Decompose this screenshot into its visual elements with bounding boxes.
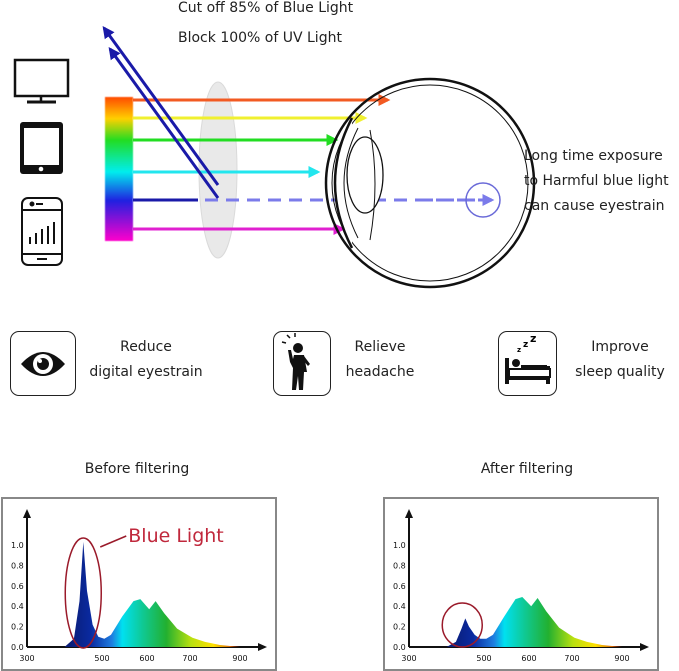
benefit-1-line2: digital eyestrain: [89, 364, 203, 380]
annotation-leader: [99, 535, 127, 548]
x-tick-label: 900: [232, 654, 247, 663]
spectrum-chart-svg: 0.0 0.2 0.4 0.6 0.8 1.0 300 500 600 700 900 Blue Li…: [11, 509, 267, 663]
spectrum-area: [446, 597, 622, 647]
y-tick-label: 0.2: [393, 623, 406, 632]
light-path-diagram: [13, 26, 536, 289]
y-tick-label: 0.8: [11, 561, 24, 570]
y-tick-label: 0.0: [393, 643, 406, 652]
y-tick-label: 1.0: [393, 541, 406, 550]
x-tick-label: 700: [182, 654, 197, 663]
svg-text:z: z: [517, 346, 521, 354]
x-tick-label: 600: [139, 654, 154, 663]
svg-text:z: z: [530, 332, 536, 345]
smartphone-icon: [21, 197, 63, 266]
monitor-icon: [13, 58, 70, 104]
x-tick-label: 900: [614, 654, 629, 663]
blue-light-highlight: [441, 602, 483, 648]
chart-before-title: Before filtering: [84, 461, 190, 477]
y-tick-label: 0.8: [393, 561, 406, 570]
x-axis-arrow: [640, 643, 649, 651]
blue-light-highlight: [64, 537, 102, 649]
svg-text:z: z: [523, 340, 528, 350]
x-tick-label: 500: [94, 654, 109, 663]
benefit-sleep-box: z z z: [498, 331, 557, 396]
benefit-1-line1: Reduce: [120, 339, 172, 355]
eye-note-line2: to Harmful blue light: [524, 173, 669, 189]
ray-blue-reflected-1: [102, 26, 220, 186]
y-tick-label: 0.0: [11, 643, 24, 652]
benefit-eye-box: [10, 331, 76, 396]
benefit-3-line2: sleep quality: [575, 364, 665, 380]
spectrum-chart-svg: 0.0 0.2 0.4 0.6 0.8 1.0 300 500 600 700 900: [393, 509, 649, 663]
x-axis-arrow: [258, 643, 267, 651]
x-tick-label: 300: [401, 654, 416, 663]
benefit-headache-box: [273, 331, 331, 396]
benefit-2-line1: Relieve: [354, 339, 406, 355]
eyeball-illustration: [324, 77, 536, 289]
uv-light-claim: Block 100% of UV Light: [178, 30, 342, 46]
x-tick-label: 700: [564, 654, 579, 663]
y-tick-label: 0.6: [11, 582, 24, 591]
chart-before-filtering: 0.0 0.2 0.4 0.6 0.8 1.0 300 500 600 700 900 Blue Li…: [1, 497, 277, 671]
light-spectrum-source: [105, 97, 133, 241]
x-tick-label: 600: [521, 654, 536, 663]
x-tick-label: 500: [476, 654, 491, 663]
chart-after-filtering: 0.0 0.2 0.4 0.6 0.8 1.0 300 500 600 700 900: [383, 497, 659, 671]
benefit-2-line2: headache: [345, 364, 415, 380]
y-tick-label: 0.4: [11, 602, 24, 611]
sleeping-bed-icon: z z z: [505, 332, 551, 384]
spectrum-area: [64, 541, 240, 647]
retina-highlight-circle: [465, 182, 501, 218]
y-axis-arrow: [405, 509, 413, 518]
eye-note-line1: Long time exposure: [524, 148, 663, 164]
y-axis-arrow: [23, 509, 31, 518]
ray-blue-reflected-2: [108, 47, 220, 199]
eye-icon: [21, 352, 65, 376]
lens: [198, 81, 238, 259]
tablet-icon: [20, 122, 63, 174]
benefit-3-line1: Improve: [591, 339, 649, 355]
y-tick-label: 0.2: [11, 623, 24, 632]
blue-light-annotation: Blue Light: [128, 525, 224, 547]
headache-person-icon: [281, 333, 310, 390]
y-tick-label: 1.0: [11, 541, 24, 550]
blue-light-claim: Cut off 85% of Blue Light: [178, 0, 354, 16]
chart-after-title: After filtering: [480, 461, 574, 477]
eye-note-line3: can cause eyestrain: [524, 198, 665, 214]
y-tick-label: 0.4: [393, 602, 406, 611]
y-tick-label: 0.6: [393, 582, 406, 591]
x-tick-label: 300: [19, 654, 34, 663]
